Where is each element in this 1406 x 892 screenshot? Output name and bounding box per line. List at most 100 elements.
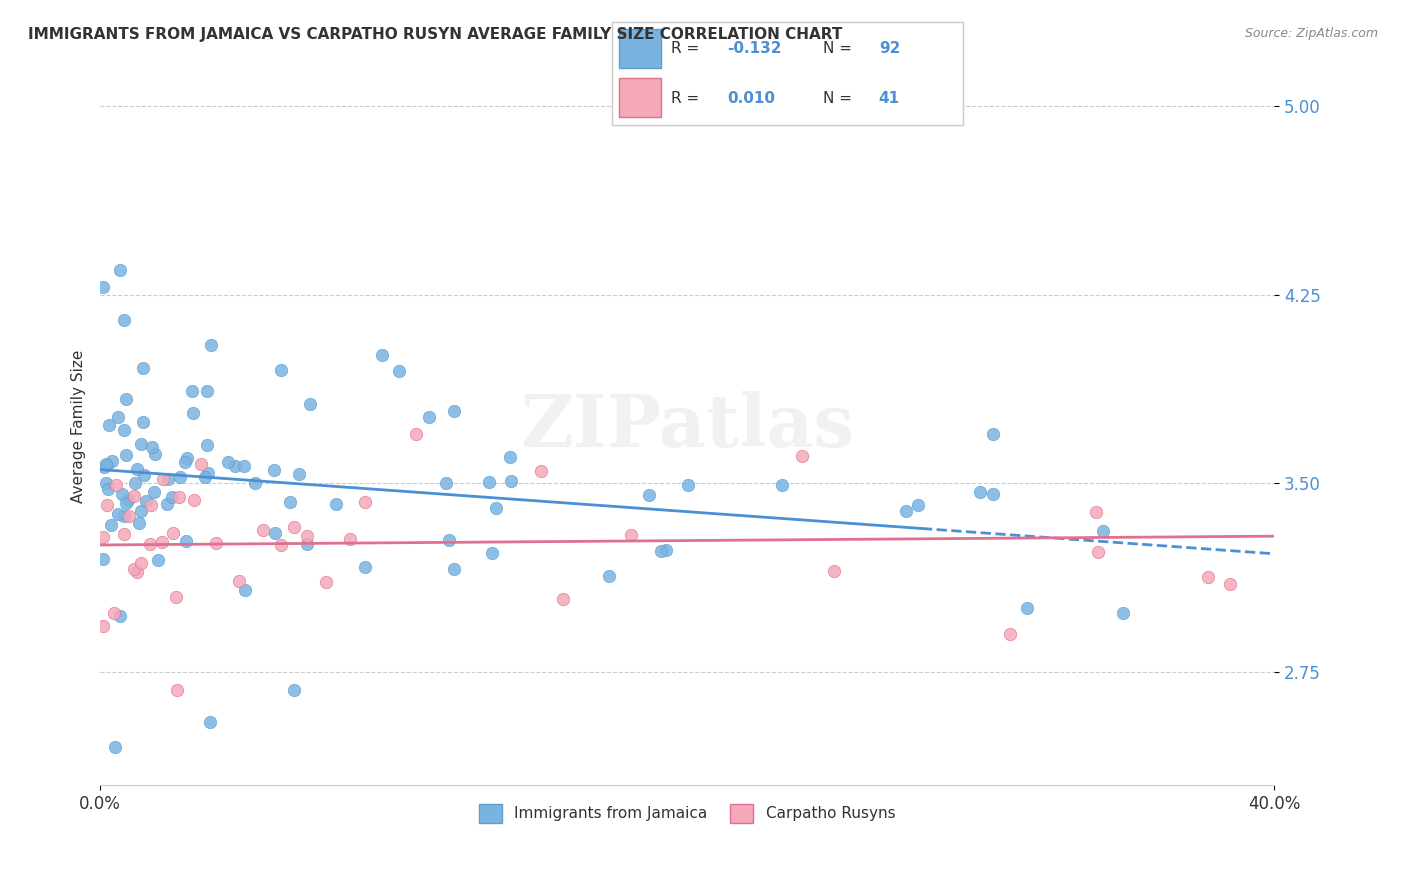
Carpatho Rusyns (125, 565, 148, 579)
Carpatho Rusyns (103, 606, 125, 620)
Immigrants from Jamaica (112, 509, 135, 524)
Immigrants from Jamaica (91, 280, 114, 294)
Immigrants from Jamaica (93, 459, 115, 474)
Immigrants from Jamaica (194, 470, 217, 484)
Carpatho Rusyns (150, 535, 173, 549)
Immigrants from Jamaica (263, 463, 285, 477)
Immigrants from Jamaica (197, 466, 219, 480)
Immigrants from Jamaica (439, 533, 461, 548)
Immigrants from Jamaica (94, 475, 117, 490)
Immigrants from Jamaica (181, 406, 204, 420)
Carpatho Rusyns (295, 529, 318, 543)
Immigrants from Jamaica (243, 476, 266, 491)
Immigrants from Jamaica (598, 569, 620, 583)
Immigrants from Jamaica (233, 583, 256, 598)
Carpatho Rusyns (339, 533, 361, 547)
Y-axis label: Average Family Size: Average Family Size (72, 351, 86, 503)
Immigrants from Jamaica (160, 490, 183, 504)
Carpatho Rusyns (405, 427, 427, 442)
Text: 0.010: 0.010 (728, 91, 776, 106)
Carpatho Rusyns (129, 557, 152, 571)
Text: 92: 92 (879, 41, 900, 56)
Immigrants from Jamaica (98, 418, 121, 433)
Immigrants from Jamaica (146, 552, 169, 566)
Immigrants from Jamaica (117, 493, 139, 508)
Carpatho Rusyns (283, 520, 305, 534)
Text: IMMIGRANTS FROM JAMAICA VS CARPATHO RUSYN AVERAGE FAMILY SIZE CORRELATION CHART: IMMIGRANTS FROM JAMAICA VS CARPATHO RUSY… (28, 27, 842, 42)
Immigrants from Jamaica (388, 364, 411, 378)
Immigrants from Jamaica (1112, 606, 1135, 620)
Immigrants from Jamaica (325, 497, 347, 511)
Immigrants from Jamaica (198, 715, 221, 730)
Immigrants from Jamaica (132, 467, 155, 482)
Immigrants from Jamaica (169, 470, 191, 484)
Immigrants from Jamaica (981, 486, 1004, 500)
Legend: Immigrants from Jamaica, Carpatho Rusyns: Immigrants from Jamaica, Carpatho Rusyns (467, 792, 907, 835)
Immigrants from Jamaica (270, 363, 292, 377)
Immigrants from Jamaica (176, 533, 198, 548)
Text: R =: R = (672, 41, 704, 56)
FancyBboxPatch shape (619, 29, 661, 69)
Immigrants from Jamaica (298, 397, 321, 411)
Carpatho Rusyns (105, 477, 128, 491)
Carpatho Rusyns (792, 449, 814, 463)
Immigrants from Jamaica (501, 474, 523, 488)
Carpatho Rusyns (162, 525, 184, 540)
Immigrants from Jamaica (907, 498, 929, 512)
Carpatho Rusyns (96, 499, 118, 513)
Carpatho Rusyns (165, 590, 187, 604)
Carpatho Rusyns (228, 574, 250, 588)
Carpatho Rusyns (998, 627, 1021, 641)
Immigrants from Jamaica (481, 546, 503, 560)
Immigrants from Jamaica (155, 497, 177, 511)
Immigrants from Jamaica (283, 682, 305, 697)
Carpatho Rusyns (152, 472, 174, 486)
Text: N =: N = (823, 91, 856, 106)
Immigrants from Jamaica (142, 484, 165, 499)
Immigrants from Jamaica (200, 338, 222, 352)
Carpatho Rusyns (270, 538, 292, 552)
FancyBboxPatch shape (619, 78, 661, 117)
Immigrants from Jamaica (676, 478, 699, 492)
Immigrants from Jamaica (654, 542, 676, 557)
Immigrants from Jamaica (94, 458, 117, 472)
Immigrants from Jamaica (443, 562, 465, 576)
Immigrants from Jamaica (132, 415, 155, 429)
Immigrants from Jamaica (124, 475, 146, 490)
Immigrants from Jamaica (287, 467, 309, 482)
Immigrants from Jamaica (112, 313, 135, 327)
Text: Source: ZipAtlas.com: Source: ZipAtlas.com (1244, 27, 1378, 40)
Immigrants from Jamaica (195, 384, 218, 398)
Immigrants from Jamaica (434, 475, 457, 490)
Carpatho Rusyns (91, 619, 114, 633)
Immigrants from Jamaica (129, 504, 152, 518)
Carpatho Rusyns (190, 458, 212, 472)
Immigrants from Jamaica (224, 458, 246, 473)
Immigrants from Jamaica (217, 455, 239, 469)
Immigrants from Jamaica (108, 609, 131, 624)
Immigrants from Jamaica (128, 516, 150, 531)
Carpatho Rusyns (118, 509, 141, 524)
Immigrants from Jamaica (981, 426, 1004, 441)
Immigrants from Jamaica (114, 496, 136, 510)
Immigrants from Jamaica (176, 450, 198, 465)
Immigrants from Jamaica (91, 551, 114, 566)
Immigrants from Jamaica (132, 361, 155, 376)
Immigrants from Jamaica (129, 437, 152, 451)
Carpatho Rusyns (1219, 577, 1241, 591)
Immigrants from Jamaica (770, 477, 793, 491)
Immigrants from Jamaica (1017, 601, 1039, 615)
Immigrants from Jamaica (100, 518, 122, 533)
Text: -0.132: -0.132 (728, 41, 782, 56)
Immigrants from Jamaica (195, 438, 218, 452)
Immigrants from Jamaica (418, 409, 440, 424)
Immigrants from Jamaica (297, 537, 319, 551)
Immigrants from Jamaica (97, 482, 120, 496)
Carpatho Rusyns (112, 527, 135, 541)
Immigrants from Jamaica (101, 454, 124, 468)
Immigrants from Jamaica (115, 392, 138, 407)
Immigrants from Jamaica (264, 526, 287, 541)
Immigrants from Jamaica (157, 472, 180, 486)
Immigrants from Jamaica (485, 501, 508, 516)
Text: N =: N = (823, 41, 856, 56)
